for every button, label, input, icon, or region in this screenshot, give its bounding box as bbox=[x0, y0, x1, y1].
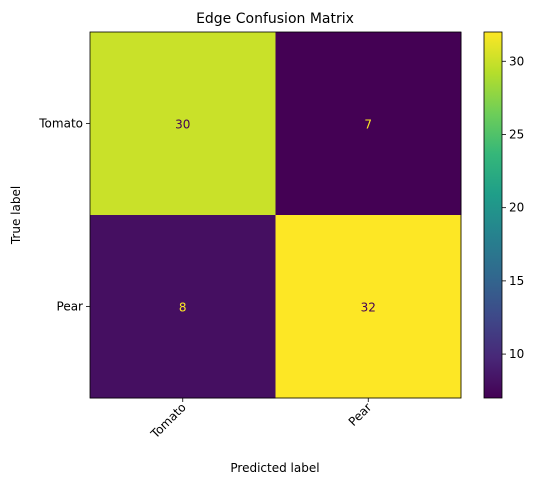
heatmap-cell-tomato-pear bbox=[275, 32, 462, 216]
heatmap-cell-pear-tomato bbox=[90, 215, 276, 399]
colorbar-tick-label: 25 bbox=[509, 127, 524, 141]
colorbar-ticks: 10 15 20 25 30 bbox=[502, 54, 524, 361]
colorbar-tick-label: 10 bbox=[509, 347, 524, 361]
heatmap-cell-labels: 30 7 8 32 bbox=[175, 118, 376, 315]
x-tick-label: Pear bbox=[346, 400, 375, 429]
y-tick-label: Pear bbox=[57, 300, 84, 314]
cell-value-label: 7 bbox=[364, 118, 372, 132]
y-axis-label: True label bbox=[9, 186, 23, 245]
colorbar bbox=[483, 31, 503, 399]
cell-value-label: 8 bbox=[179, 301, 187, 315]
heatmap-cell-tomato-tomato bbox=[90, 32, 276, 216]
colorbar-tick-label: 15 bbox=[509, 274, 524, 288]
heatmap-cell-pear-pear bbox=[275, 215, 462, 399]
y-axis-ticks: Tomato Pear bbox=[38, 117, 90, 314]
cell-value-label: 32 bbox=[361, 301, 376, 315]
y-tick-label: Tomato bbox=[38, 117, 83, 131]
plot-frame bbox=[89, 31, 462, 399]
colorbar-tick-label: 20 bbox=[509, 201, 524, 215]
cell-value-label: 30 bbox=[175, 118, 190, 132]
x-axis-label: Predicted label bbox=[230, 461, 319, 475]
chart-title: Edge Confusion Matrix bbox=[196, 11, 354, 27]
x-axis-ticks: Tomato Pear bbox=[147, 398, 374, 442]
x-tick-label: Tomato bbox=[147, 400, 189, 442]
colorbar-tick-label: 30 bbox=[509, 54, 524, 68]
heatmap-cells bbox=[90, 32, 462, 399]
